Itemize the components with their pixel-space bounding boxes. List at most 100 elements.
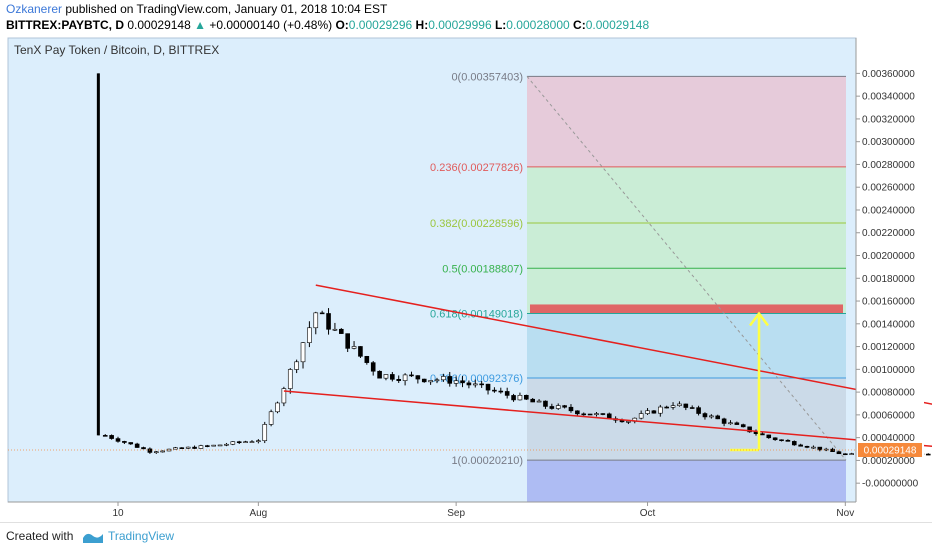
y-tick-label: 0.00140000 [862, 319, 915, 330]
candle-body [562, 405, 567, 408]
candle-body [683, 403, 689, 408]
low-value: 0.00028000 [506, 18, 570, 32]
candle-body [421, 378, 427, 383]
x-axis: 10AugSepOctNovDec201822 [112, 502, 854, 519]
candle-body [338, 328, 344, 334]
candle-body [753, 431, 759, 434]
candle-body [798, 444, 803, 447]
y-tick-label: 0.00160000 [862, 297, 915, 308]
candle-body [326, 313, 331, 330]
candle-body [153, 451, 159, 454]
candle-body [275, 402, 280, 413]
y-tick-label: 0.00320000 [862, 114, 915, 125]
candle-body [581, 413, 587, 416]
open-value: 0.00029296 [348, 18, 413, 32]
y-tick-label: 0.00020000 [862, 456, 915, 467]
y-tick-label: 0.00060000 [862, 410, 915, 421]
y-tick-label: 0.00340000 [862, 92, 915, 103]
candle-body [626, 421, 631, 423]
trendline[interactable] [315, 284, 932, 480]
x-tick-label: Sep [447, 508, 465, 519]
candle-body [747, 426, 752, 433]
x-tick-label: 10 [112, 508, 124, 519]
candle-body [345, 333, 350, 349]
candle-body [728, 422, 733, 425]
x-tick-label: Nov [836, 508, 854, 519]
trendlines[interactable] [8, 284, 932, 480]
candle-body [638, 413, 644, 419]
candle-body [173, 447, 178, 450]
candle-body [811, 446, 816, 449]
price-chart[interactable]: 0(0.00357403) 0.236(0.00277826) 0.382(0.00… [0, 0, 932, 522]
candle-body [549, 406, 555, 409]
candle-body [485, 383, 491, 391]
candle-body [925, 453, 931, 456]
x-tick-label: Oct [640, 508, 656, 519]
created-with-text: Created with [6, 529, 74, 543]
candle-body [843, 453, 848, 456]
y-tick-label: 0.00100000 [862, 365, 915, 376]
candle-body [772, 437, 778, 441]
fib-band [527, 378, 846, 461]
y-tick-label: 0.00300000 [862, 137, 915, 148]
candle-body [543, 400, 548, 407]
candle-body [179, 447, 185, 449]
candle-body [524, 394, 529, 400]
candle-body [511, 395, 516, 401]
candle-body [696, 407, 701, 414]
candle-body [836, 451, 842, 455]
candle-body [198, 445, 204, 449]
candle-body [230, 441, 236, 445]
candle-body [217, 444, 223, 447]
candle-body [351, 346, 357, 349]
current-price-label: 0.00029148 [864, 445, 917, 456]
candle-body [651, 410, 657, 414]
fib-level-label: 0.236(0.00277826) [430, 162, 523, 174]
candle-body [702, 413, 708, 418]
candle-body [383, 374, 389, 379]
candle-body [109, 435, 114, 439]
candle-body [96, 73, 100, 436]
candle-body [645, 410, 650, 414]
candle-body [102, 435, 108, 437]
y-tick-label: 0.00260000 [862, 183, 915, 194]
tradingview-logo-icon[interactable] [82, 530, 104, 549]
target-zone [530, 304, 843, 314]
trendline[interactable] [283, 390, 932, 480]
current-price-tag: 0.00029148 [858, 442, 922, 457]
candle-body [600, 413, 606, 415]
x-tick-label: Aug [249, 508, 267, 519]
candle-body [287, 369, 293, 389]
candle-body [396, 379, 402, 381]
candle-body [740, 424, 746, 428]
candle-body [453, 380, 459, 384]
fib-band [527, 76, 846, 167]
candle-body [492, 389, 497, 392]
y-tick-label: 0.00360000 [862, 69, 915, 80]
candle-body [536, 400, 542, 403]
candle-body [377, 370, 382, 379]
fib-band [527, 313, 846, 379]
fib-level-label: 0.5(0.00188807) [442, 263, 523, 275]
price-scale[interactable] [856, 38, 924, 522]
candle-body [319, 312, 325, 315]
y-tick-label: 0.00200000 [862, 251, 915, 262]
fibonacci-retracement[interactable]: 0(0.00357403) 0.236(0.00277826) 0.382(0.00… [430, 71, 847, 502]
candle-body [689, 407, 695, 409]
candle-body [568, 406, 574, 412]
tradingview-link[interactable]: TradingView [108, 529, 175, 543]
author-link[interactable]: Ozkanerer [6, 2, 63, 16]
candle-body [243, 441, 248, 444]
footer: Created with TradingView [0, 522, 932, 551]
fib-band [527, 166, 846, 223]
candle-body [224, 443, 229, 446]
candle-body [587, 413, 593, 416]
candle-body [785, 439, 791, 442]
candle-body [466, 382, 472, 386]
y-tick-label: 0.00240000 [862, 205, 915, 216]
candle-body [205, 445, 210, 447]
fib-level-label: 1(0.00020210) [451, 455, 523, 467]
candle-body [791, 441, 797, 446]
y-tick-label: 0.00120000 [862, 342, 915, 353]
candle-body [766, 434, 772, 439]
